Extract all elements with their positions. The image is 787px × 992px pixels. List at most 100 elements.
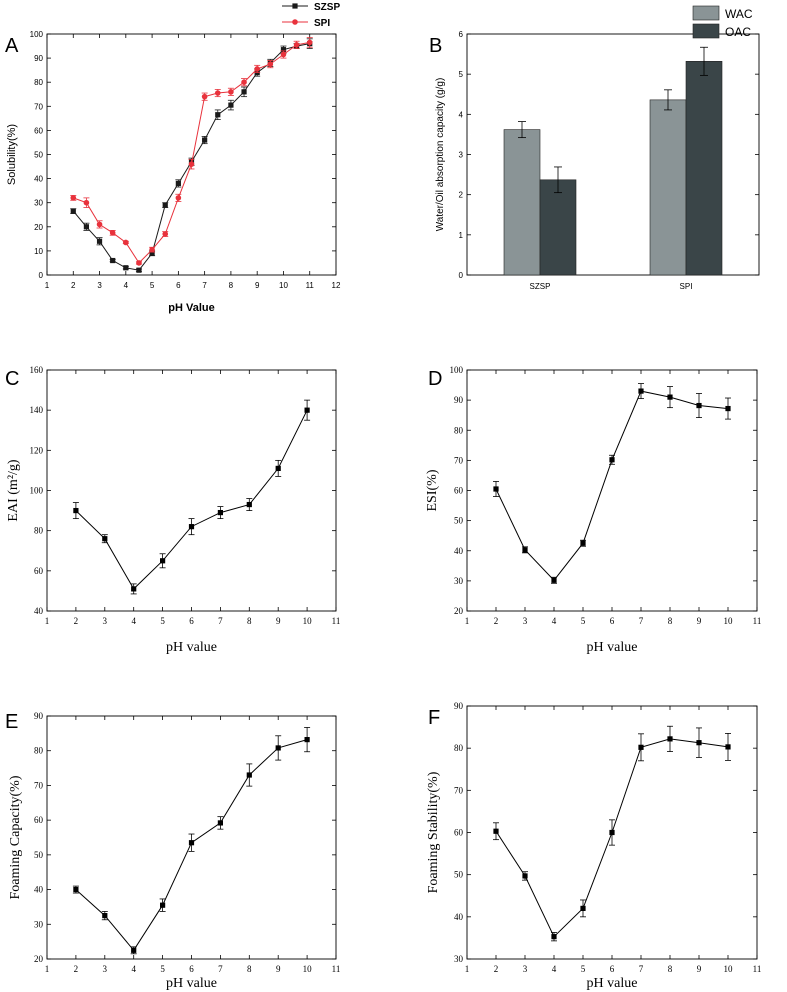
data-point	[551, 577, 557, 583]
x-tick-label: 6	[176, 281, 181, 290]
panel-letter: C	[5, 368, 19, 390]
data-point	[580, 905, 586, 911]
x-tick-label: 9	[276, 616, 281, 626]
y-tick-label: 100	[30, 30, 44, 39]
data-point	[162, 202, 168, 208]
x-tick-label: 10	[303, 964, 313, 974]
y-axis-label: Foaming Capacity(%)	[8, 775, 23, 899]
data-point	[696, 402, 702, 409]
series-esi	[493, 383, 731, 584]
y-tick-label: 3	[459, 151, 464, 160]
y-axis-label: Foaming Stability(%)	[426, 771, 441, 893]
y-tick-label: 80	[34, 526, 44, 536]
x-tick-label: 12	[332, 281, 341, 290]
x-tick-label: 8	[247, 616, 252, 626]
data-point	[638, 744, 644, 750]
panel-d: 20 30 40 50 60 70 80 90 100 1 2 3 4 5 6 7 8 9 10 11 pH value…	[425, 365, 761, 655]
x-axis-label: pH value	[587, 640, 638, 655]
data-point	[123, 265, 129, 271]
x-tick-label: 2	[71, 281, 76, 290]
y-tick-label: 40	[34, 606, 44, 616]
data-point	[293, 42, 300, 48]
x-tick-label: 1	[465, 964, 470, 974]
x-tick-label: 11	[753, 616, 762, 626]
y-tick-label: 80	[454, 425, 464, 435]
plot-frame	[46, 369, 337, 612]
panel-letter: E	[5, 711, 18, 733]
x-tick-label: 6	[610, 964, 615, 974]
x-tick-label: 6	[610, 616, 615, 626]
data-point	[188, 524, 195, 530]
x-tick-label: 5	[160, 964, 165, 974]
series-line	[75, 409, 308, 590]
data-point	[160, 558, 166, 564]
x-tick-label: 7	[218, 616, 223, 626]
x-tick-label: 6	[189, 964, 194, 974]
x-tick-label: 10	[724, 964, 734, 974]
y-tick-label: 70	[454, 785, 464, 795]
data-point	[241, 79, 247, 85]
data-point	[267, 61, 274, 67]
data-point	[188, 161, 195, 167]
data-point	[246, 772, 252, 778]
y-tick-label: 4	[459, 110, 464, 119]
x-tick-label: 8	[668, 616, 673, 626]
plot-frame	[46, 33, 337, 276]
x-tick-label: 10	[724, 616, 734, 626]
x-tick-label: 4	[131, 964, 136, 974]
data-point	[725, 744, 731, 750]
data-point	[522, 547, 528, 553]
x-tick-label: 9	[255, 281, 260, 290]
x-tick-label: 2	[74, 616, 79, 626]
y-tick-label: 70	[34, 102, 43, 111]
x-axis-label: pH value	[587, 976, 638, 991]
panel-c: 40 60 80 100 120 140 160 1 2 3 4 5 6 7 8 9 10 11 pH value E…	[5, 365, 340, 655]
x-axis-label: pH value	[166, 640, 217, 655]
bar-wac	[649, 99, 687, 276]
x-tick-label: 7	[202, 281, 207, 290]
data-point	[306, 39, 313, 46]
x-tick-label: 3	[523, 964, 528, 974]
data-point	[609, 829, 615, 836]
legend-marker	[292, 3, 298, 9]
bar-oac	[685, 61, 723, 276]
y-tick-label: 30	[454, 954, 464, 964]
legend-label: SPI	[314, 18, 330, 29]
data-point	[188, 840, 195, 846]
y-tick-label: 10	[34, 247, 43, 256]
y-tick-label: 60	[34, 815, 44, 825]
y-tick-label: 60	[34, 566, 44, 576]
y-tick-label: 60	[454, 486, 464, 496]
y-tick-label: 50	[454, 870, 464, 880]
y-tick-label: 90	[34, 711, 44, 721]
data-point	[304, 737, 310, 743]
data-point	[215, 112, 221, 118]
x-tick-label: 10	[303, 616, 313, 626]
x-tick-label: 11	[753, 964, 762, 974]
x-tick-label: 3	[97, 281, 102, 290]
x-axis-label: pH Value	[168, 302, 214, 314]
series-line	[73, 41, 310, 264]
data-point	[96, 221, 103, 228]
data-point	[580, 540, 586, 546]
data-point	[228, 102, 234, 108]
y-tick-label: 30	[34, 919, 44, 929]
legend-label: WAC	[725, 7, 753, 21]
y-tick-label: 90	[454, 701, 464, 711]
data-point	[280, 47, 287, 53]
data-point	[246, 501, 252, 508]
y-tick-label: 5	[459, 70, 464, 79]
data-point	[70, 208, 76, 214]
y-tick-label: 90	[34, 54, 43, 63]
y-axis-label: Solubility(%)	[6, 124, 18, 185]
y-tick-label: 90	[454, 395, 464, 405]
data-point	[149, 246, 155, 253]
data-point	[667, 394, 673, 400]
y-tick-label: 100	[450, 365, 464, 375]
y-tick-label: 30	[454, 576, 464, 586]
y-tick-label: 70	[454, 455, 464, 465]
data-point	[280, 51, 287, 58]
data-point	[638, 388, 644, 394]
y-axis-label: ESI(%)	[425, 469, 440, 511]
data-point	[696, 740, 702, 746]
